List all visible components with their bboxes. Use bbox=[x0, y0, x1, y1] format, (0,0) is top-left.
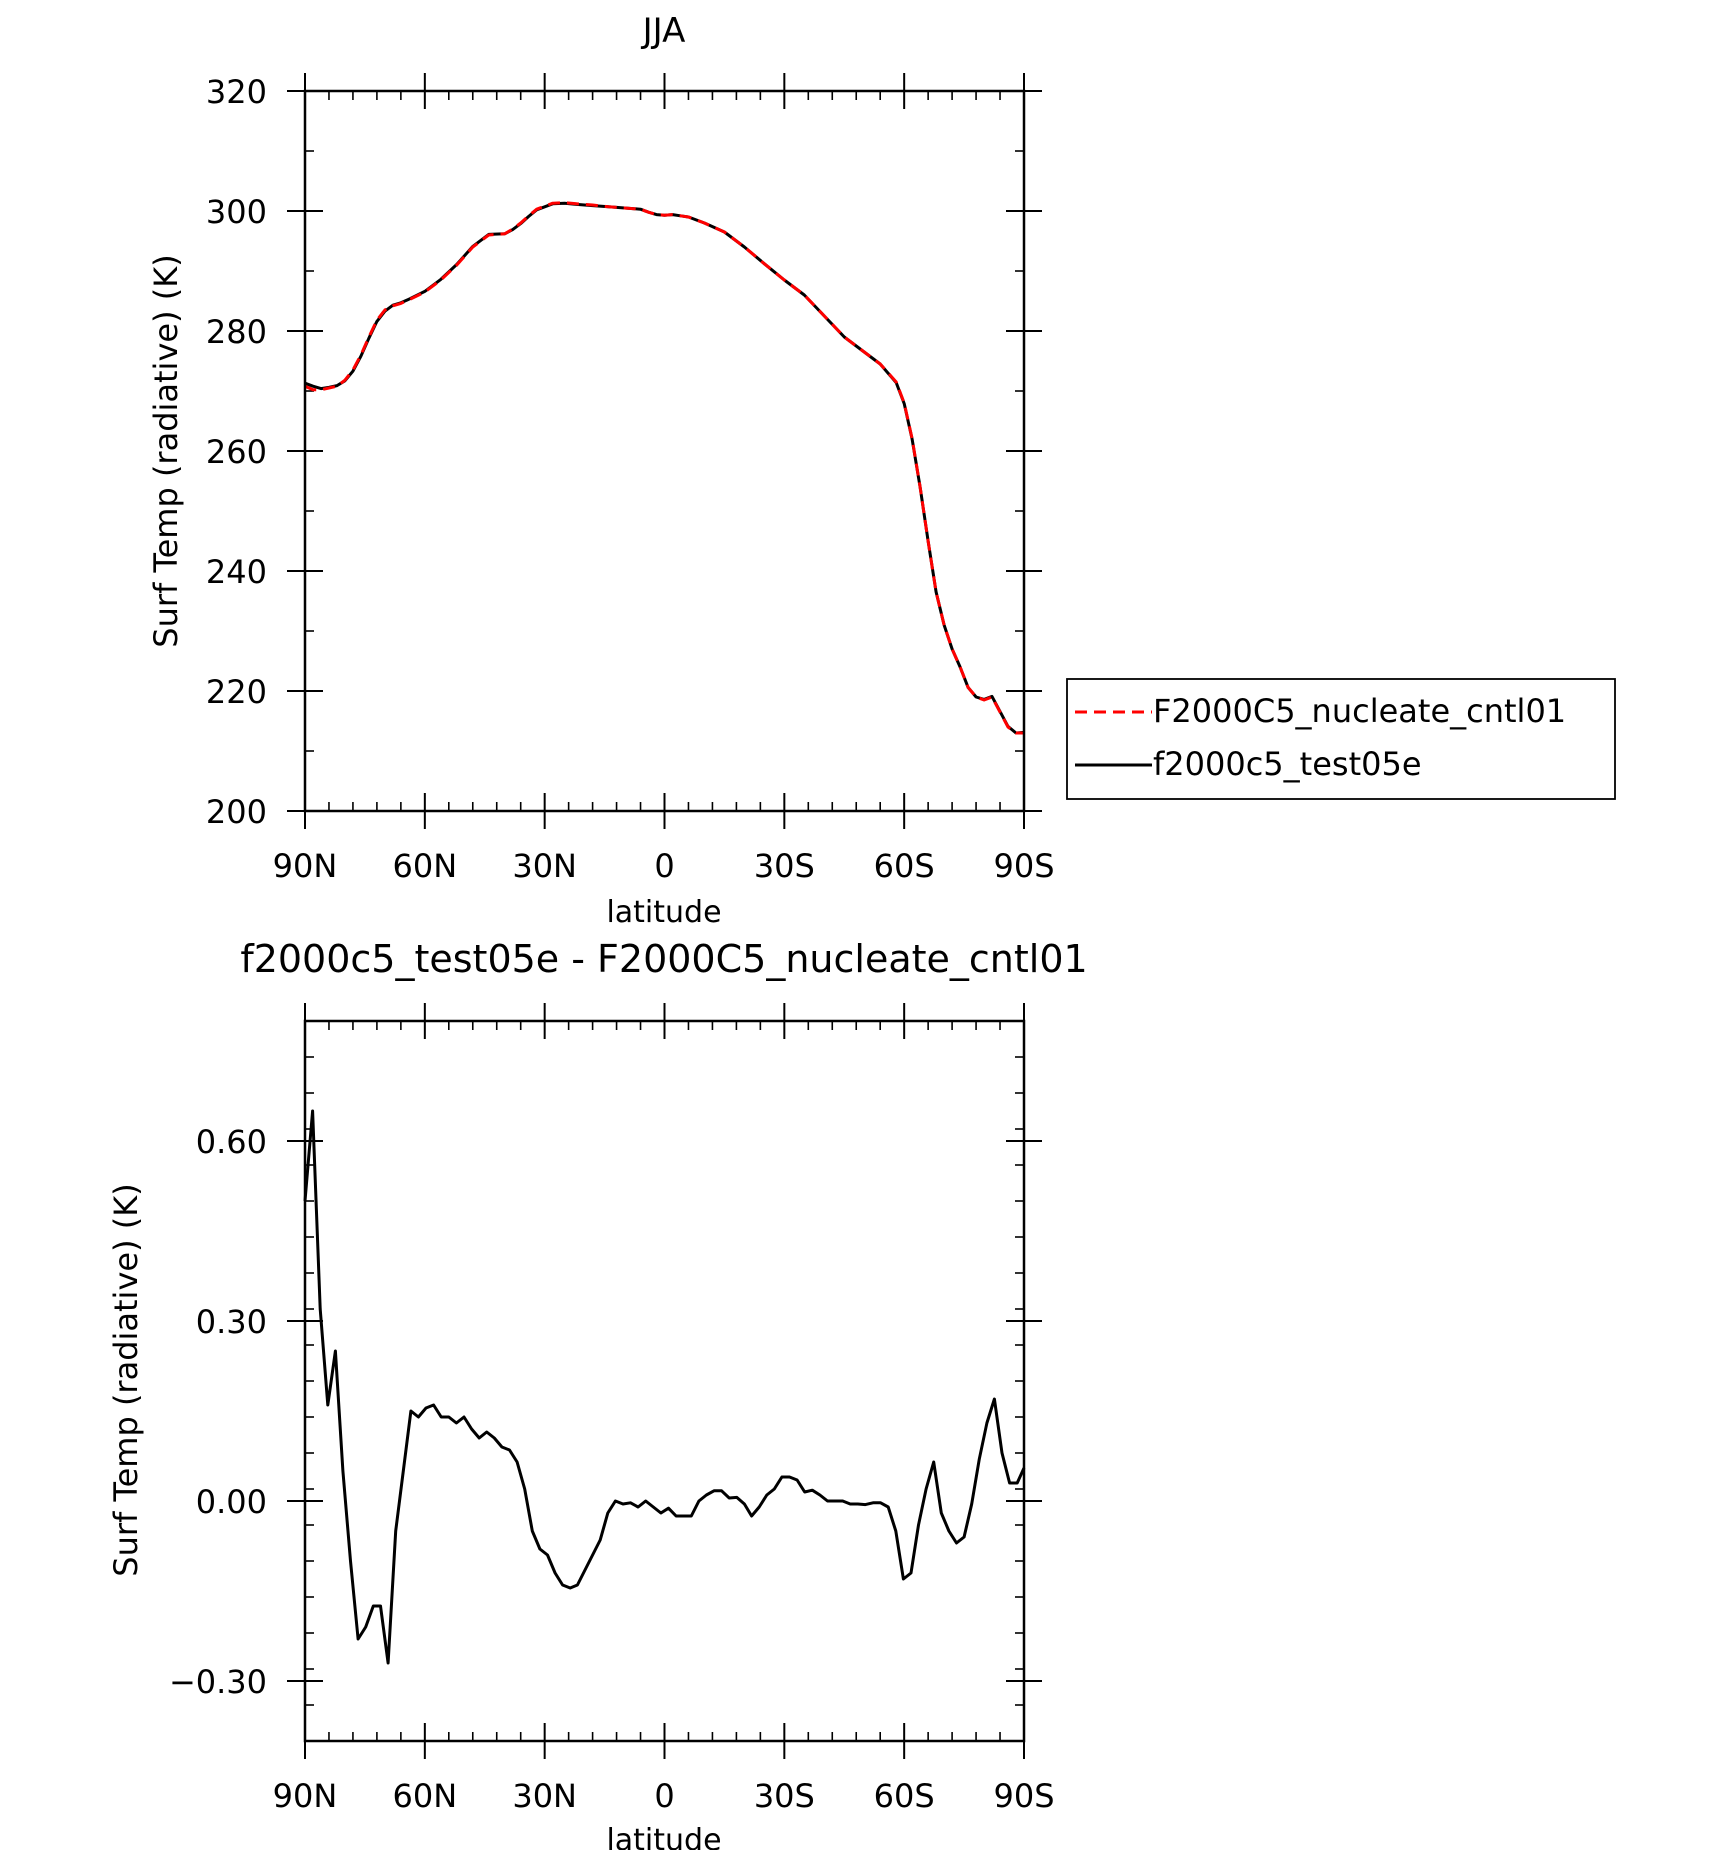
bottom-plot-frame bbox=[303, 1019, 1026, 1743]
top-x-tick-label: 90N bbox=[273, 847, 338, 885]
top-chart-title: JJA bbox=[641, 11, 686, 51]
bottom-x-tick-label: 30N bbox=[512, 1777, 577, 1815]
top-y-tick-label: 200 bbox=[206, 793, 267, 831]
bottom-x-tick-label: 90S bbox=[993, 1777, 1054, 1815]
bottom-tick-group: 90N 60N 30N 0 30S 60S 90S −0.30 0.00 0.30 0.60 bbox=[169, 1003, 1055, 1815]
top-y-tick-label: 300 bbox=[206, 193, 267, 231]
bottom-y-tick-label: 0.60 bbox=[196, 1123, 267, 1161]
bottom-chart-title: f2000c5_test05e - F2000C5_nucleate_cntl0… bbox=[240, 937, 1087, 981]
top-y-tick-label: 260 bbox=[206, 433, 267, 471]
top-x-tick-label: 60S bbox=[874, 847, 935, 885]
top-y-tick-label: 280 bbox=[206, 313, 267, 351]
bottom-x-tick-label: 30S bbox=[754, 1777, 815, 1815]
top-y-tick-label: 240 bbox=[206, 553, 267, 591]
bottom-x-tick-label: 60S bbox=[874, 1777, 935, 1815]
bottom-series-line-difference bbox=[303, 1109, 1026, 1665]
bottom-x-tick-label: 90N bbox=[273, 1777, 338, 1815]
top-tick-group: 90N 60N 30N 0 30S 60S 90S 200 220 240 260 280 300 320 bbox=[206, 73, 1055, 885]
top-x-axis-label: latitude bbox=[606, 895, 721, 930]
bottom-series-group bbox=[303, 1109, 1026, 1665]
top-x-tick-label: 60N bbox=[393, 847, 458, 885]
legend-label-test05e: f2000c5_test05e bbox=[1153, 745, 1422, 783]
bottom-panel: f2000c5_test05e - F2000C5_nucleate_cntl0… bbox=[107, 937, 1088, 1850]
bottom-x-tick-label: 0 bbox=[654, 1777, 674, 1815]
bottom-x-tick-label: 60N bbox=[393, 1777, 458, 1815]
top-x-tick-label: 30N bbox=[512, 847, 577, 885]
top-x-tick-label: 90S bbox=[993, 847, 1054, 885]
top-series-line-f2000c5-nucleate-cntl01 bbox=[304, 201, 1024, 735]
legend-box bbox=[1066, 678, 1616, 800]
top-x-tick-label: 0 bbox=[654, 847, 674, 885]
bottom-y-tick-label: 0.00 bbox=[196, 1483, 267, 1521]
bottom-y-axis-label: Surf Temp (radiative) (K) bbox=[107, 1183, 145, 1576]
top-panel: JJA Surf Temp (radiative) (K) latitude 9… bbox=[147, 11, 1055, 930]
legend-label-cntl01: F2000C5_nucleate_cntl01 bbox=[1153, 692, 1566, 730]
legend: F2000C5_nucleate_cntl01 f2000c5_test05e bbox=[1066, 678, 1616, 800]
bottom-x-axis-label: latitude bbox=[606, 1823, 721, 1850]
top-y-tick-label: 220 bbox=[206, 673, 267, 711]
top-x-tick-label: 30S bbox=[754, 847, 815, 885]
bottom-y-tick-label: −0.30 bbox=[169, 1663, 267, 1701]
bottom-y-tick-label: 0.30 bbox=[196, 1303, 267, 1341]
top-plot-frame bbox=[303, 89, 1026, 813]
top-series-group bbox=[304, 201, 1025, 735]
top-y-axis-label: Surf Temp (radiative) (K) bbox=[147, 254, 185, 647]
top-y-tick-label: 320 bbox=[206, 73, 267, 111]
